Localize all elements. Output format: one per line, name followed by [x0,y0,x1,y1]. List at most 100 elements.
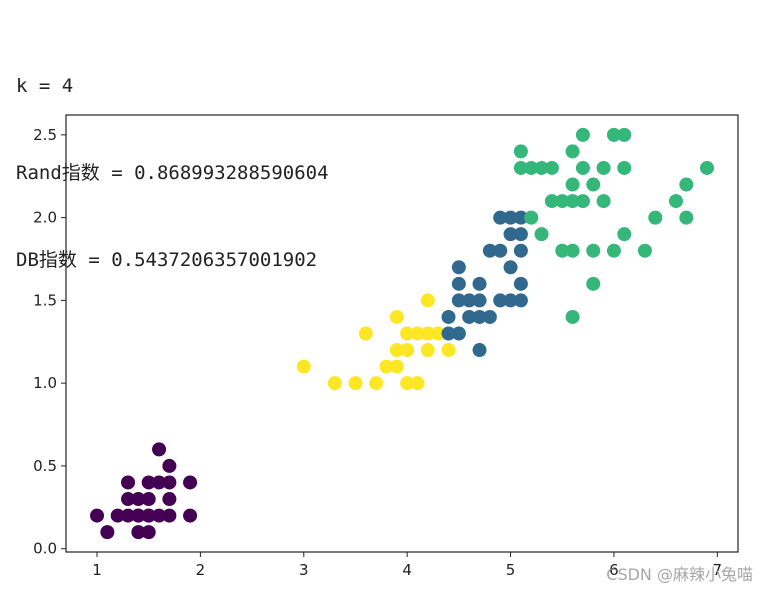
data-point [358,326,373,341]
data-point [121,492,136,507]
data-point [420,293,435,308]
data-point [152,508,167,523]
data-point [493,210,508,225]
data-point [637,243,652,258]
data-point [513,144,528,159]
y-tick-label: 0.5 [33,457,57,475]
data-point [513,243,528,258]
data-point [503,210,518,225]
data-point [183,508,198,523]
data-point [513,293,528,308]
data-point [555,194,570,209]
x-tick-label: 7 [713,561,723,579]
data-point [451,260,466,275]
data-point [648,210,663,225]
data-point [410,326,425,341]
output-line-rand-index: Rand指数 = 0.868993288590604 [16,162,329,184]
data-point [152,475,167,490]
data-point [534,160,549,175]
data-point [586,243,601,258]
data-point [699,160,714,175]
data-point [513,210,528,225]
y-tick-label: 1.0 [33,374,57,392]
data-point [379,359,394,374]
data-point [451,326,466,341]
data-point [162,475,177,490]
data-point [131,508,146,523]
cell-output-text: k = 4 Rand指数 = 0.868993288590604 DB指数 = … [16,14,329,304]
data-point [327,376,342,391]
data-point [524,160,539,175]
x-tick-label: 5 [506,561,516,579]
data-point [141,492,156,507]
data-point [121,508,136,523]
data-point [348,376,363,391]
output-line-k: k = 4 [16,75,74,97]
data-point [389,343,404,358]
data-point [162,492,177,507]
data-point [503,227,518,242]
data-point [513,227,528,242]
y-tick-label: 0.0 [33,540,57,558]
data-point [472,343,487,358]
data-point [441,343,456,358]
data-point [586,276,601,291]
data-point [472,276,487,291]
data-point [668,194,683,209]
data-point [534,227,549,242]
data-point [544,194,559,209]
data-point [141,508,156,523]
x-tick-label: 2 [196,561,206,579]
y-tick-label: 2.0 [33,209,57,227]
data-point [141,475,156,490]
data-point [565,194,580,209]
data-point [596,160,611,175]
data-point [575,194,590,209]
data-point [565,177,580,192]
data-point [565,309,580,324]
data-point [451,276,466,291]
data-point [121,475,136,490]
data-point [617,160,632,175]
x-tick-label: 3 [299,561,309,579]
data-point [400,326,415,341]
data-point [90,508,105,523]
data-point [162,508,177,523]
data-point [513,160,528,175]
data-point [472,309,487,324]
data-point [472,293,487,308]
data-point [420,326,435,341]
data-point [493,243,508,258]
output-line-db-index: DB指数 = 0.5437206357001902 [16,249,318,271]
data-point [110,508,125,523]
data-point [400,343,415,358]
data-point [679,210,694,225]
data-point [565,144,580,159]
data-point [162,458,177,473]
data-point [369,376,384,391]
data-point [617,227,632,242]
data-point [420,343,435,358]
data-point [606,127,621,142]
data-point [575,160,590,175]
data-point [141,525,156,540]
data-point [606,243,621,258]
data-point [503,293,518,308]
data-point [503,260,518,275]
data-point [482,309,497,324]
data-point [451,293,466,308]
data-point [131,492,146,507]
y-tick-label: 2.5 [33,126,57,144]
data-point [524,210,539,225]
data-point [441,309,456,324]
data-point [389,309,404,324]
data-point [152,442,167,457]
data-point [493,293,508,308]
data-point [462,293,477,308]
data-point [513,276,528,291]
data-point [575,127,590,142]
data-point [389,359,404,374]
data-point [400,376,415,391]
x-tick-label: 6 [609,561,619,579]
